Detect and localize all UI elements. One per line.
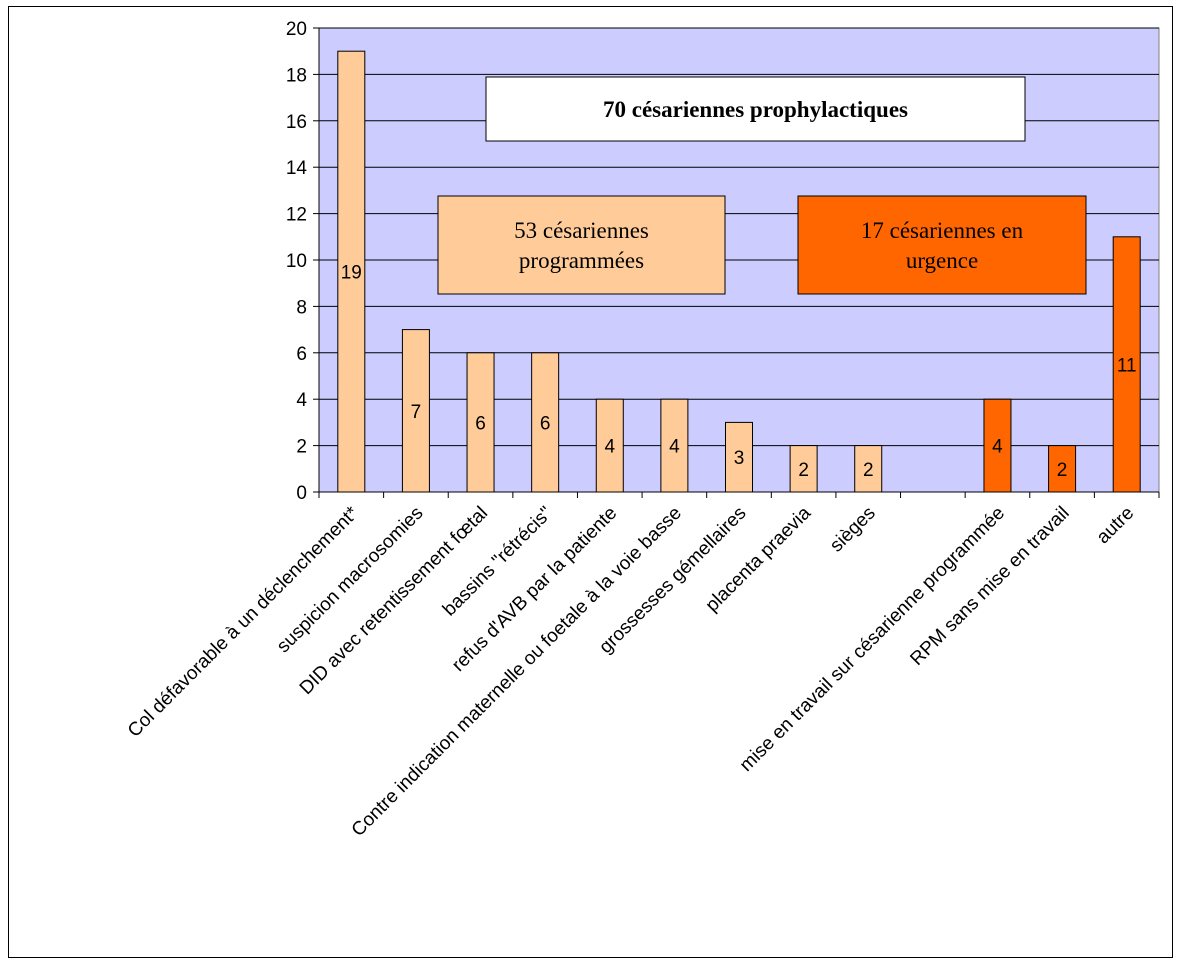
annotation-text: urgence <box>906 248 978 273</box>
bar <box>1048 445 1077 493</box>
annotation-text: 17 césariennes en <box>861 218 1024 243</box>
data-label: 11 <box>1117 355 1137 376</box>
annotation-box-programmed: 53 césariennes programmées <box>437 195 726 295</box>
annotation-text: programmées <box>519 248 644 273</box>
category-label: sièges <box>826 503 880 557</box>
bar <box>725 421 753 493</box>
bar <box>401 329 430 493</box>
data-label: 3 <box>734 448 745 469</box>
annotation-box-bg <box>485 76 1026 142</box>
data-label: 2 <box>798 460 809 481</box>
data-label: 19 <box>341 263 362 284</box>
annotation-boxes: 70 césariennes prophylactiques 53 césarie… <box>437 76 1087 295</box>
annotation-text: 53 césariennes <box>514 218 649 243</box>
y-tick-label: 0 <box>296 483 307 504</box>
y-tick-label: 14 <box>286 158 308 179</box>
annotation-text: 70 césariennes prophylactiques <box>603 97 908 122</box>
y-tick-label: 2 <box>296 437 307 458</box>
category-label: Col défavorable à un déclenchement* <box>124 502 363 741</box>
y-tick-label: 18 <box>286 65 307 86</box>
bars <box>337 50 1141 493</box>
bar <box>983 398 1012 493</box>
y-tick-labels: 0 2 4 6 8 10 12 14 16 18 20 <box>286 19 308 504</box>
bar <box>531 352 560 493</box>
y-tick-label: 10 <box>286 251 307 272</box>
bar <box>595 398 624 493</box>
data-label: 7 <box>411 402 422 423</box>
bar <box>854 445 883 493</box>
data-label: 6 <box>475 413 486 434</box>
annotation-box-urgent: 17 césariennes en urgence <box>797 195 1087 295</box>
data-labels: 19 7 6 6 4 4 3 2 2 4 2 11 <box>341 263 1137 481</box>
annotation-box-bg <box>437 195 726 295</box>
category-label: autre <box>1093 503 1138 548</box>
y-tick-label: 8 <box>296 297 307 318</box>
y-tick-label: 16 <box>286 112 307 133</box>
bar <box>789 445 818 493</box>
bar <box>466 352 495 493</box>
annotation-box-bg <box>797 195 1087 295</box>
annotation-box-total: 70 césariennes prophylactiques <box>485 76 1026 142</box>
category-label: bassins "rétrécis" <box>439 503 557 621</box>
y-tick-label: 12 <box>286 205 307 226</box>
data-label: 4 <box>669 437 680 458</box>
data-label: 2 <box>1057 460 1068 481</box>
bar <box>337 50 366 493</box>
bar <box>660 398 689 493</box>
bar <box>1112 236 1141 493</box>
data-label: 2 <box>863 460 874 481</box>
y-tick-label: 20 <box>286 19 307 40</box>
y-tick-label: 6 <box>296 344 307 365</box>
data-label: 4 <box>604 437 615 458</box>
data-label: 4 <box>992 437 1003 458</box>
category-labels: Col défavorable à un déclenchement*suspi… <box>124 502 1138 841</box>
y-tick-label: 4 <box>296 390 307 411</box>
data-label: 6 <box>540 413 551 434</box>
